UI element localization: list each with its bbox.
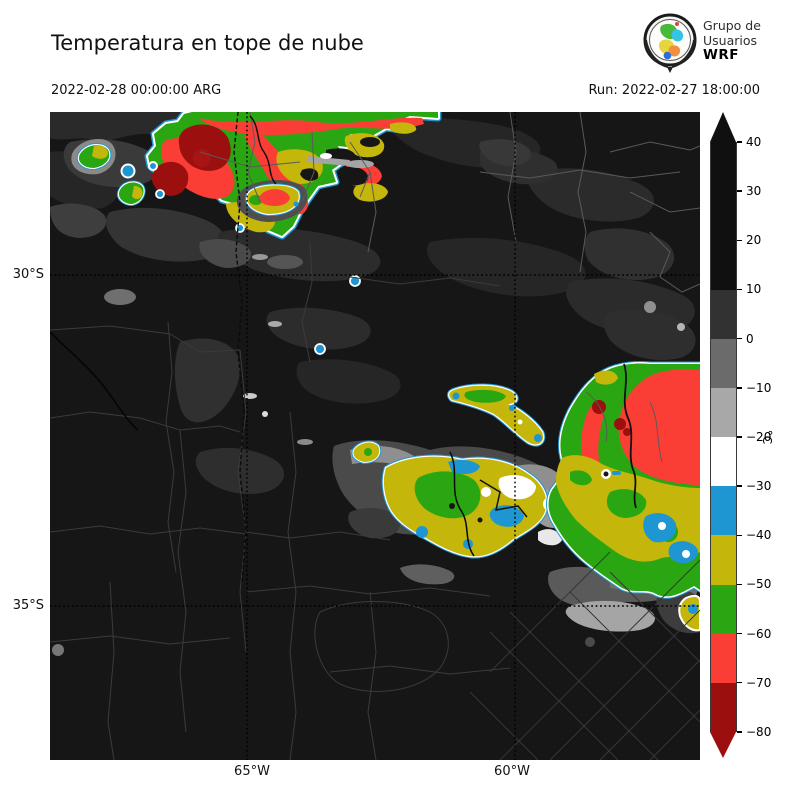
colorbar-segment (711, 584, 736, 634)
colorbar-tick: −80 (737, 724, 783, 739)
colorbar-segment (711, 338, 736, 388)
colorbar-tick: −60 (737, 626, 783, 641)
tick-label: −70 (746, 675, 772, 690)
tick-mark (737, 436, 742, 438)
tick-label: 30 (746, 184, 762, 199)
logo-line-2: Usuarios (703, 33, 758, 48)
lat-tick-30s: 30°S (12, 267, 44, 282)
colorbar-tick: 40 (737, 135, 783, 149)
colorbar-segment (711, 289, 736, 339)
colorbar-tick: 30 (737, 184, 783, 199)
colorbar-tick: −30 (737, 479, 783, 494)
colorbar-segment (711, 535, 736, 585)
wrf-logo-seal-icon (643, 13, 697, 73)
tick-label: −20 (746, 429, 772, 444)
colorbar-segment (711, 486, 736, 536)
tick-label: 0 (746, 331, 754, 346)
colorbar-tick: −10 (737, 380, 783, 395)
tick-mark (737, 485, 742, 487)
wrf-logo-text: Grupo de Usuarios WRF (703, 18, 761, 63)
colorbar-tick: −20 (737, 429, 783, 444)
colorbar-segment (711, 387, 736, 438)
tick-label: −30 (746, 479, 772, 494)
storm-east (546, 361, 700, 632)
tick-mark (737, 632, 742, 635)
colorbar-extend-bottom (710, 732, 736, 758)
colorbar-body (710, 142, 737, 733)
colorbar-extend-top (710, 112, 736, 142)
valid-time-label: 2022-02-28 00:00:00 ARG (51, 83, 222, 98)
tick-mark (737, 288, 742, 291)
colorbar-segment (711, 240, 736, 290)
lat-tick-35s: 35°S (12, 598, 44, 613)
run-time-label: Run: 2022-02-27 18:00:00 (588, 83, 760, 98)
colorbar-tick: 10 (737, 282, 783, 297)
colorbar-tick: −70 (737, 675, 783, 690)
tick-mark (737, 239, 742, 242)
tick-mark (737, 681, 742, 684)
lon-tick-60w: 60°W (494, 764, 530, 779)
wrf-logo: Grupo de Usuarios WRF (641, 10, 791, 74)
colorbar-segment (711, 142, 736, 192)
lon-tick-65w: 65°W (234, 764, 270, 779)
colorbar-segment (711, 633, 736, 683)
small-storm-cells-west (71, 139, 361, 355)
tick-mark (737, 387, 742, 389)
tick-label: 10 (746, 282, 762, 297)
tick-mark (737, 731, 742, 733)
tick-label: −60 (746, 626, 772, 641)
storm-northwest (144, 112, 442, 240)
tick-label: −10 (746, 380, 772, 395)
colorbar-tick: 20 (737, 233, 783, 248)
tick-label: 20 (746, 233, 762, 248)
map-panel (50, 112, 700, 760)
colorbar (710, 112, 737, 758)
central-cloud-band (351, 383, 562, 559)
colorbar-tick: −50 (737, 577, 783, 592)
province-borders (50, 241, 511, 760)
country-border-lines (50, 112, 637, 583)
logo-line-1: Grupo de (703, 18, 761, 33)
tick-label: −80 (746, 724, 772, 739)
tick-label: 40 (746, 135, 762, 149)
partido-mesh (469, 551, 700, 760)
tick-mark (737, 583, 742, 586)
tick-mark (737, 337, 742, 340)
province-borders-light (199, 112, 700, 463)
tick-label: −50 (746, 577, 772, 592)
tick-mark (737, 141, 742, 143)
cloud-top-map (50, 112, 700, 760)
colorbar-tick: 0 (737, 331, 783, 346)
colorbar-segment (711, 437, 736, 487)
colorbar-segment (711, 682, 736, 733)
graticule (50, 112, 700, 760)
tick-label: −40 (746, 528, 772, 543)
page-title: Temperatura en tope de nube (51, 31, 364, 55)
colorbar-ticks: 40 30 20 10 0 −10 −20 −30 −40 −50 −60 −7… (737, 135, 783, 739)
logo-line-3: WRF (703, 47, 740, 63)
tick-mark (737, 190, 742, 192)
colorbar-tick: −40 (737, 528, 783, 543)
colorbar-segment (711, 191, 736, 241)
colorbar-unit-label: °C (760, 429, 774, 445)
tick-mark (737, 534, 742, 536)
